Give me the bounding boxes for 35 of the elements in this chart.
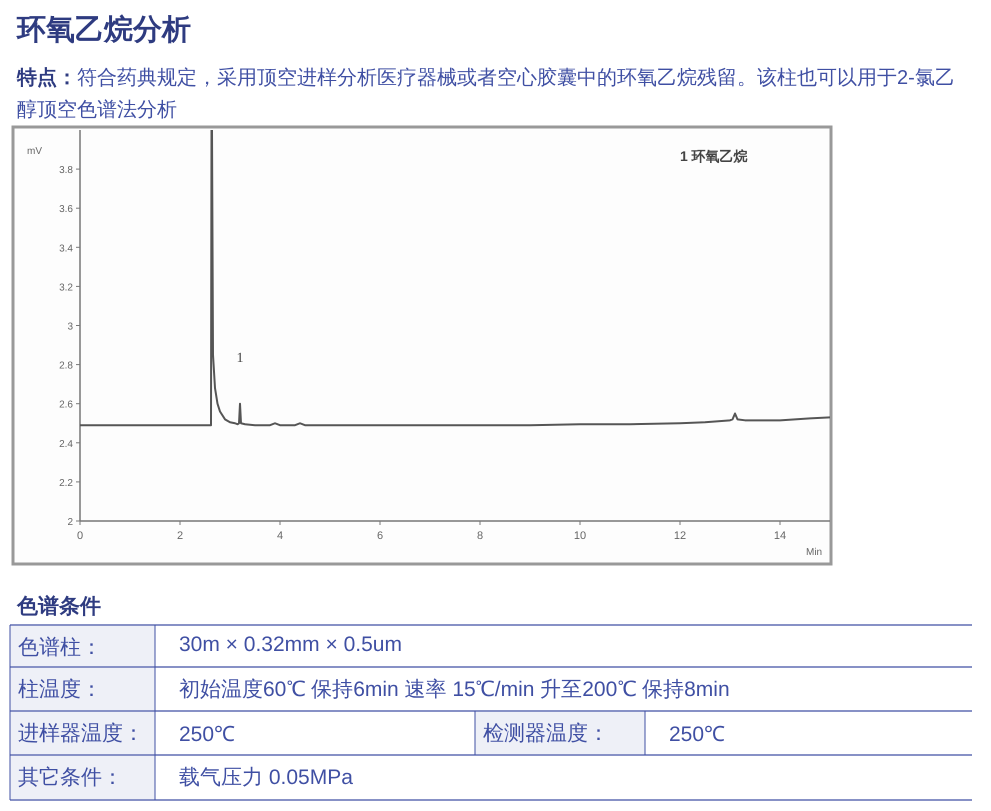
x-tick-label: 10 (574, 530, 586, 542)
x-tick-label: 8 (476, 530, 484, 542)
text: 柱温度： (18, 677, 102, 703)
x-tick-label: 6 (376, 530, 384, 542)
text: 250℃ (669, 722, 726, 747)
text: 30m × 0.32mm × 0.5um (179, 633, 402, 657)
y-tick-label: 2.6 (59, 400, 74, 411)
text: 色谱柱： (18, 635, 102, 661)
y-tick-label: 3.4 (59, 243, 74, 254)
y-tick-label: 3.2 (59, 282, 74, 294)
y-tick-label: 2.2 (59, 478, 74, 489)
y-tick-label: 2.4 (59, 438, 74, 450)
y-tick-label: 2 (67, 517, 74, 528)
y-tick-label: 3.8 (59, 165, 74, 176)
text: 色谱条件 (17, 594, 101, 620)
text: 进样器温度： (18, 721, 144, 747)
text: 载气压力 0.05MPa (179, 765, 353, 791)
annotation: 1 (236, 351, 244, 366)
x-tick-label: 12 (674, 530, 686, 542)
y-axis-title: mV (27, 146, 42, 157)
x-tick-label: 2 (176, 530, 184, 542)
chart-subtitle: 特点：符合药典规定，采用顶空进样分析医疗器械或者空心胶囊中的环氧乙烷残留。该柱也可以用于2-氯乙醇顶空色谱法分析 (17, 66, 956, 123)
text: 其它条件： (18, 765, 123, 791)
y-tick-label: 2.8 (59, 360, 74, 372)
x-tick-label: 0 (76, 530, 84, 542)
chart-title: 环氧乙烷分析 (17, 13, 191, 48)
text: 250℃ (179, 722, 236, 747)
text: 检测器温度： (483, 721, 609, 747)
y-tick-label: 3 (67, 322, 74, 332)
text: 初始温度60℃ 保持6min 速率 15℃/min 升至200℃ 保持8min (179, 677, 730, 703)
y-tick-label: 3.6 (59, 204, 74, 216)
x-tick-label: 14 (774, 530, 786, 542)
annotation: 1 环氧乙烷 (680, 148, 748, 164)
x-tick-label: 4 (276, 530, 284, 542)
x-axis-title: Min (806, 547, 822, 558)
